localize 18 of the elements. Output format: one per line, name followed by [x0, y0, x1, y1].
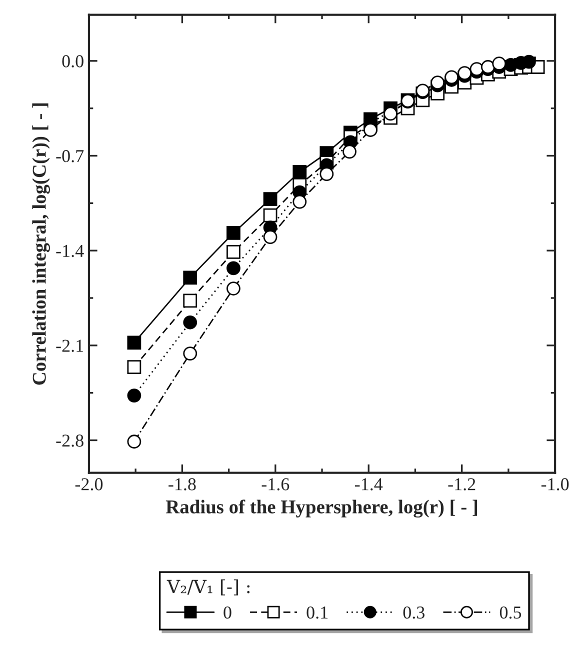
- x-tick-label: -2.0: [75, 478, 103, 490]
- legend-title: V₂/V₁ [-] :: [166, 579, 250, 596]
- y-tick-label: 0.0: [62, 55, 84, 68]
- x-tick-label: -1.8: [168, 478, 196, 490]
- legend-label: 0.3: [403, 606, 424, 619]
- legend-label: 0: [224, 606, 232, 619]
- x-tick-label: -1.4: [355, 478, 383, 490]
- y-tick-label: -1.4: [56, 244, 84, 258]
- x-tick-label: -1.6: [262, 478, 290, 490]
- x-tick-label: -1.2: [448, 478, 476, 490]
- legend-label: 0.5: [500, 606, 522, 619]
- legend-label: 0.1: [306, 606, 328, 619]
- y-tick-label: -2.1: [56, 340, 84, 352]
- y-axis-title: Correlation integral, log(C(r)) [ - ]: [32, 103, 50, 385]
- x-tick-label: -1.0: [541, 478, 569, 490]
- y-tick-label: -0.7: [56, 150, 84, 162]
- x-axis-title: Radius of the Hypersphere, log(r) [ - ]: [166, 500, 478, 518]
- y-tick-label: -2.8: [56, 434, 84, 447]
